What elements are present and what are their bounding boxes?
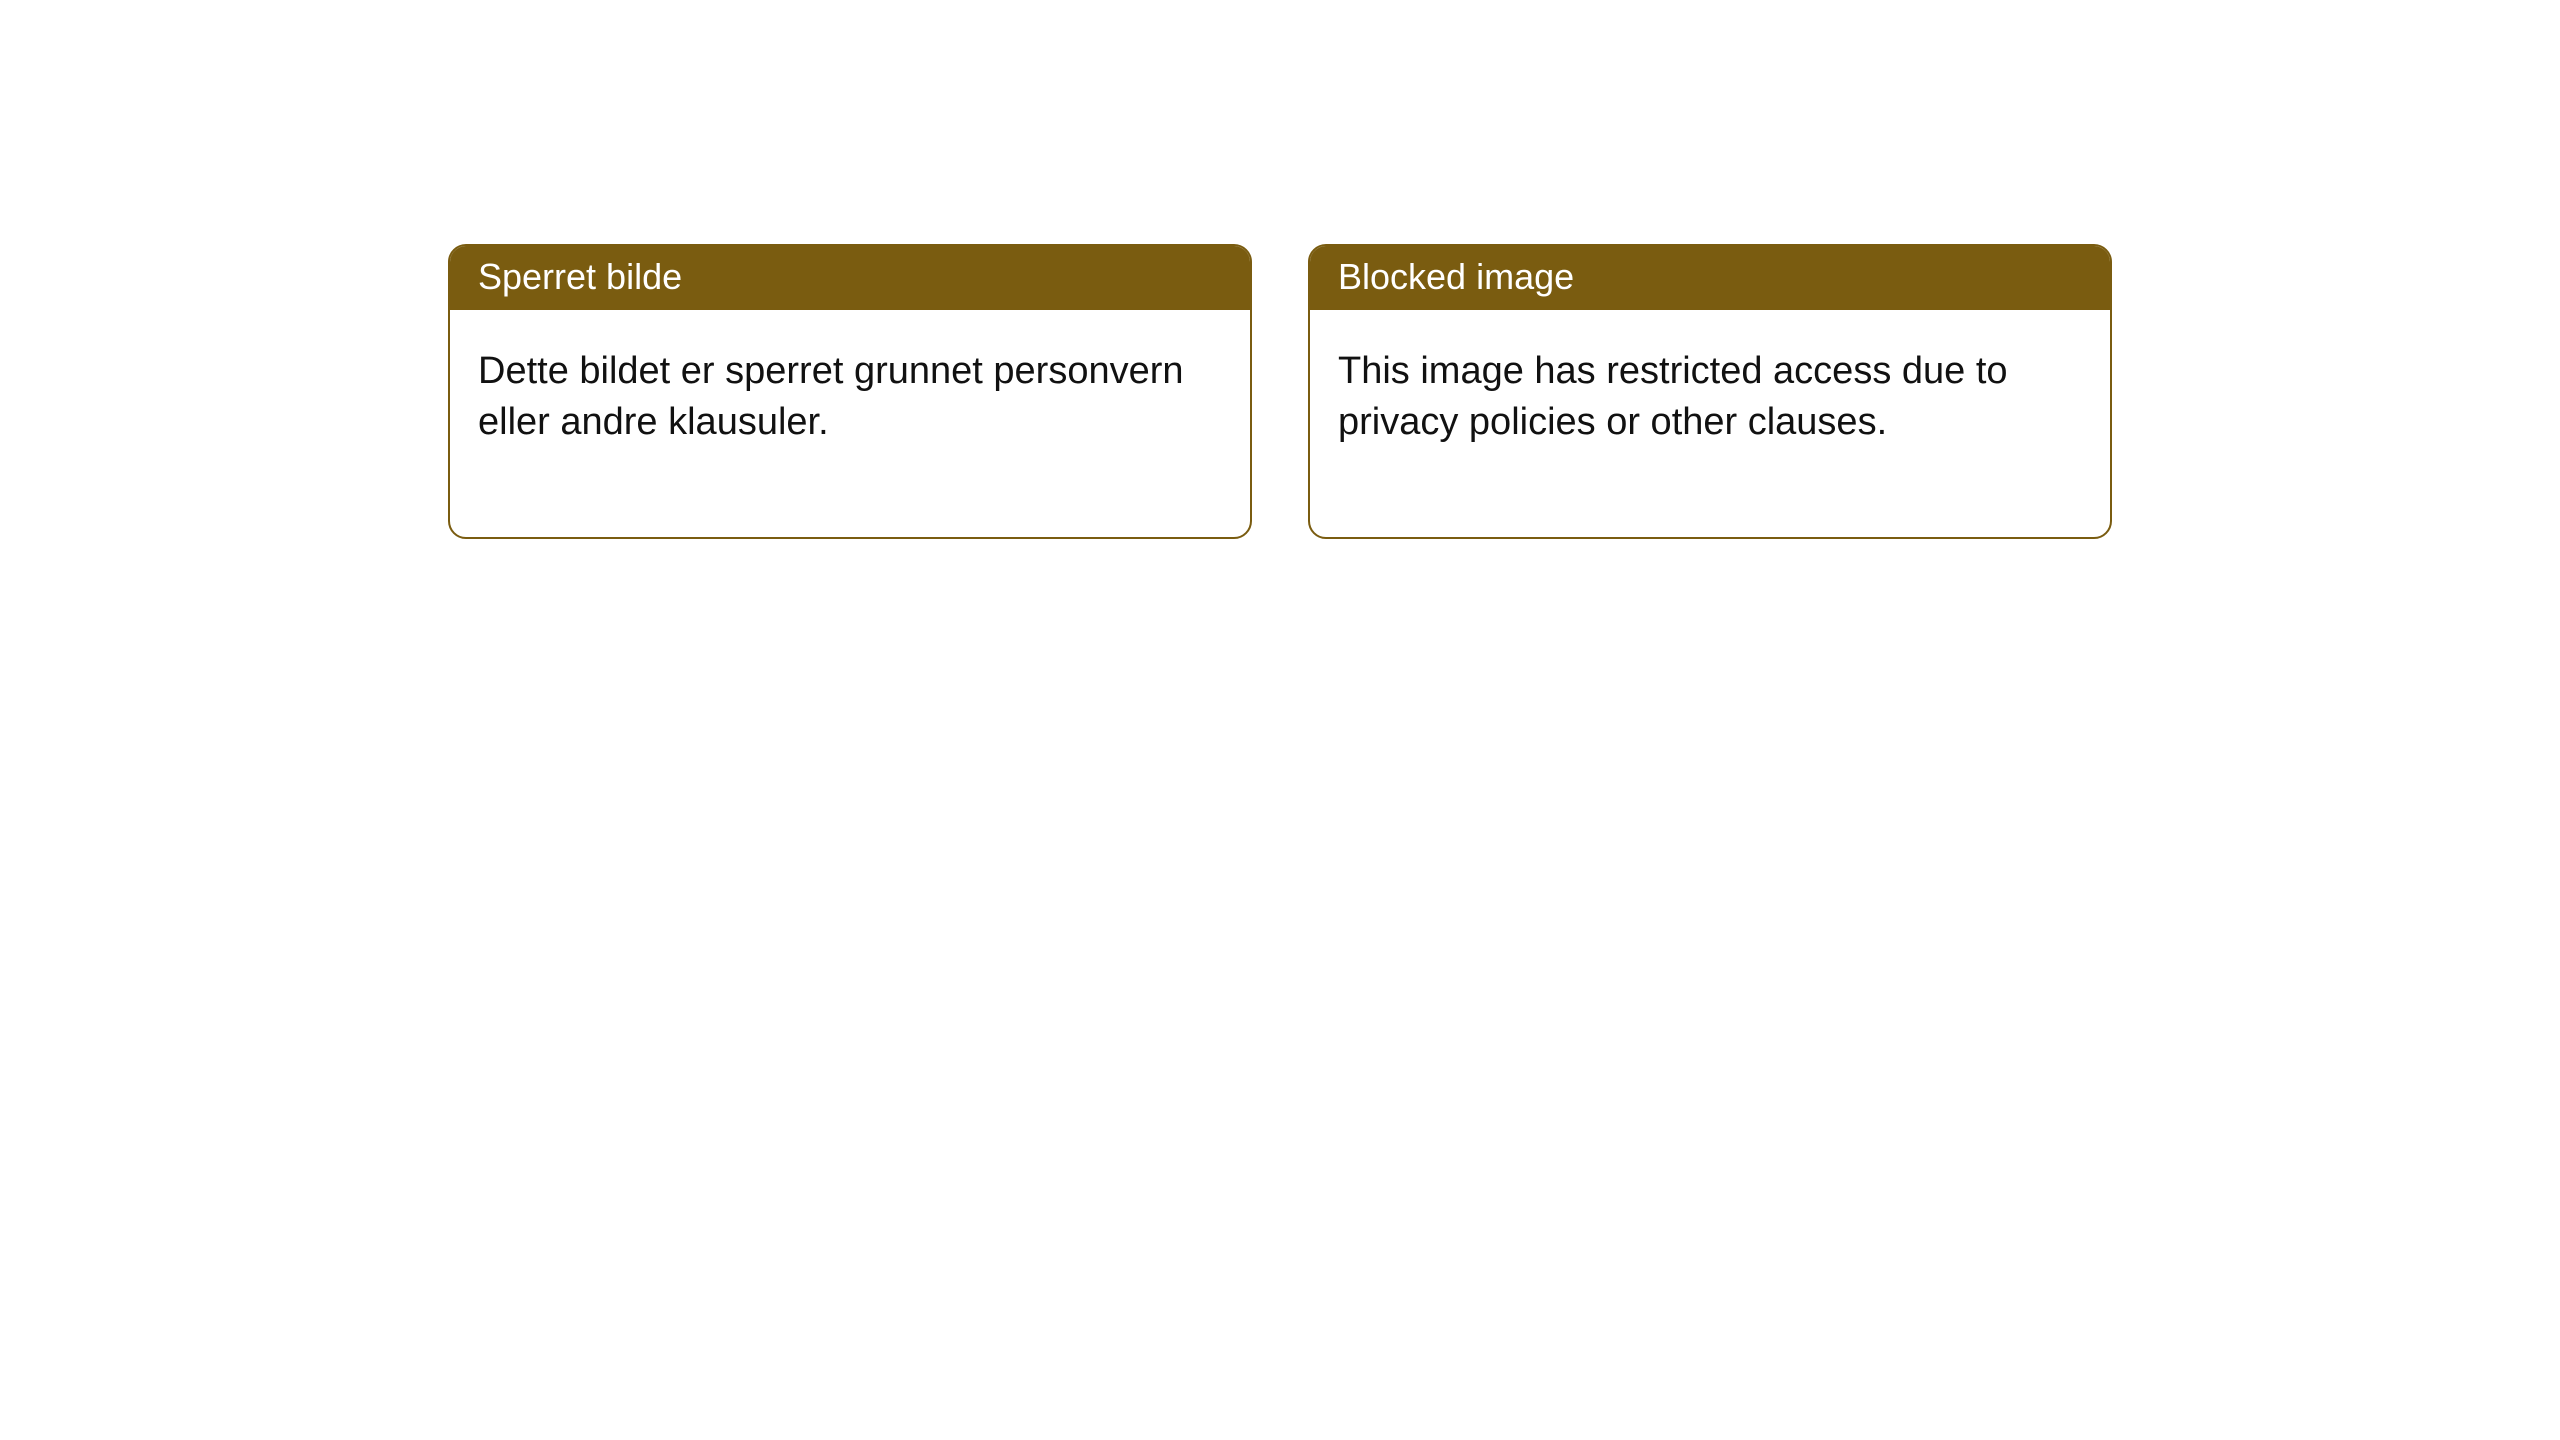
notice-title-no: Sperret bilde [450, 246, 1250, 310]
notice-card-no: Sperret bilde Dette bildet er sperret gr… [448, 244, 1252, 539]
notice-title-en: Blocked image [1310, 246, 2110, 310]
notice-body-no: Dette bildet er sperret grunnet personve… [450, 310, 1250, 537]
notice-body-en: This image has restricted access due to … [1310, 310, 2110, 537]
notice-card-en: Blocked image This image has restricted … [1308, 244, 2112, 539]
notice-container: Sperret bilde Dette bildet er sperret gr… [0, 0, 2560, 539]
